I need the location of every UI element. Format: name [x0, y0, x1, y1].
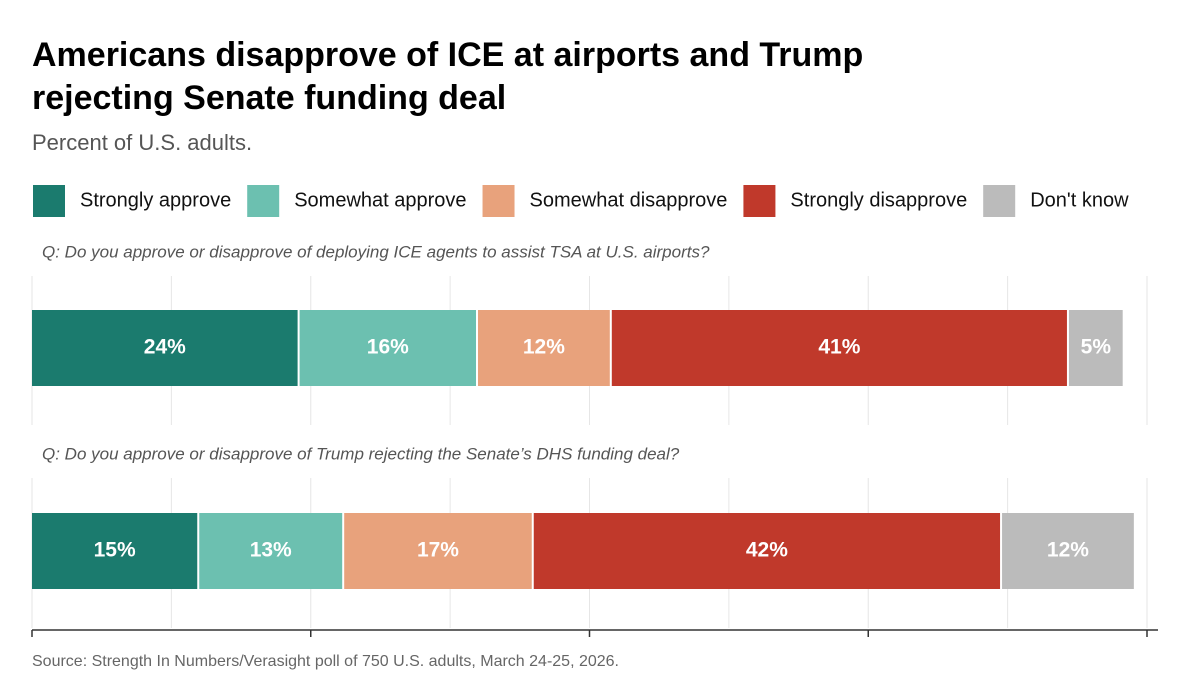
legend-label: Strongly disapprove — [790, 189, 967, 211]
value-label: 41% — [818, 336, 860, 359]
value-label: 15% — [94, 539, 136, 562]
bar-segment — [478, 310, 610, 386]
legend-swatch — [247, 185, 280, 217]
question-label: Q: Do you approve or disapprove of deplo… — [42, 242, 710, 261]
value-label: 12% — [1047, 539, 1089, 562]
legend-label: Somewhat disapprove — [530, 189, 728, 211]
value-label: 5% — [1081, 336, 1112, 359]
legend-label: Somewhat approve — [294, 189, 466, 211]
chart-title: Americans disapprove of ICE at airports … — [32, 36, 863, 117]
legend-label: Don't know — [1030, 189, 1129, 211]
source: Source: Strength In Numbers/Verasight po… — [32, 653, 619, 670]
value-label: 12% — [523, 336, 565, 359]
legend-swatch — [983, 185, 1016, 217]
bar-segment — [299, 310, 476, 386]
bar-segment — [344, 513, 532, 589]
value-label: 24% — [144, 336, 186, 359]
bar-segment — [1068, 310, 1123, 386]
bar-segment — [533, 513, 1001, 589]
value-label: 42% — [746, 539, 788, 562]
bar-segment — [611, 310, 1067, 386]
question-label: Q: Do you approve or disapprove of Trump… — [42, 444, 680, 463]
legend-swatch — [743, 185, 776, 217]
legend-label: Strongly approve — [80, 189, 231, 211]
legend-swatch — [33, 185, 65, 217]
bar-segment — [1002, 513, 1134, 589]
value-label: 16% — [367, 336, 409, 359]
bar-segment — [32, 513, 198, 589]
bar-segment — [199, 513, 343, 589]
value-label: 13% — [250, 539, 292, 562]
value-label: 17% — [417, 539, 459, 562]
legend-swatch — [482, 185, 515, 217]
bar-segment — [32, 310, 298, 386]
subtitle: Percent of U.S. adults. — [32, 130, 252, 155]
